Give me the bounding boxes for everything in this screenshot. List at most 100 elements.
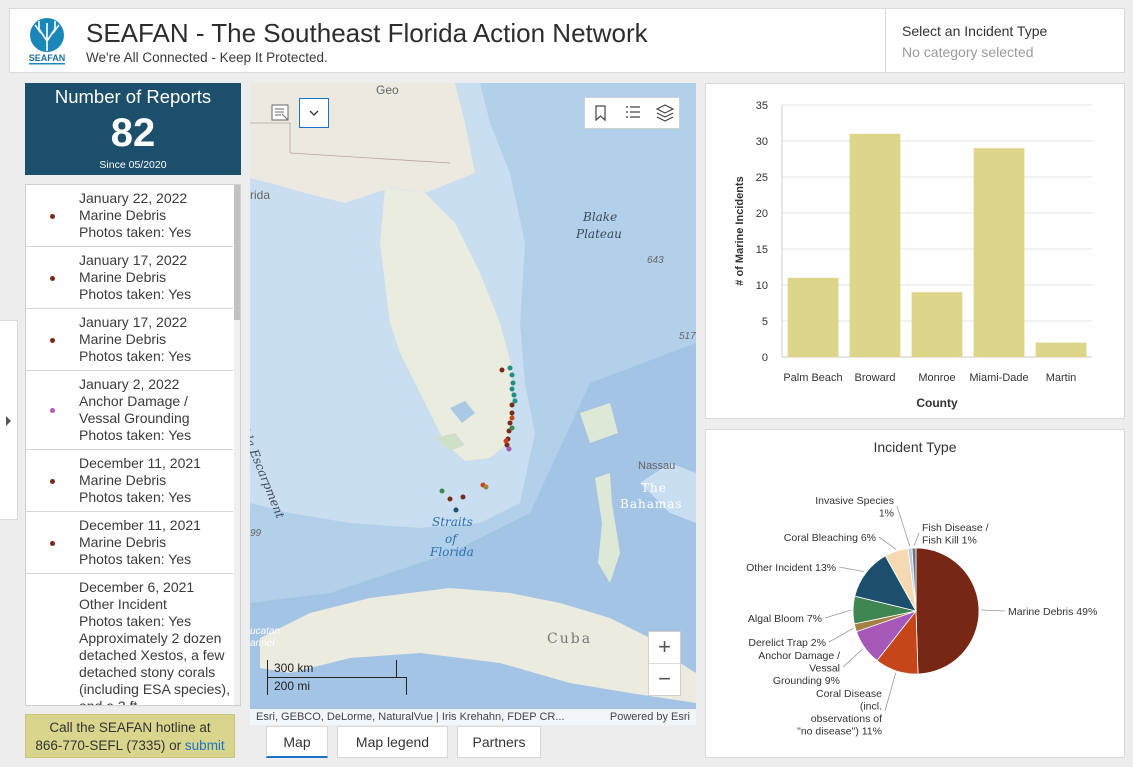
page-title: SEAFAN - The Southeast Florida Action Ne… xyxy=(86,18,648,48)
pie-leader-line xyxy=(828,627,854,643)
map-view[interactable]: Geo rida Blake Plateau 643 517 Florida E… xyxy=(250,83,696,725)
attribution-text[interactable]: Esri, GEBCO, DeLorme, NaturalVue | Iris … xyxy=(256,711,565,723)
report-photos: Photos taken: Yes xyxy=(79,613,192,629)
chevron-down-icon xyxy=(309,110,319,116)
selector-value: No category selected xyxy=(902,44,1034,60)
chevron-right-icon xyxy=(6,416,11,426)
y-tick-label: 25 xyxy=(756,172,768,184)
submit-link[interactable]: submit xyxy=(184,738,225,753)
map-label-of: of xyxy=(445,532,457,546)
list-item[interactable]: December 11, 2021 Marine Debris Photos t… xyxy=(26,512,233,574)
sidebar-expand-button[interactable] xyxy=(0,320,18,520)
pie-leader-line xyxy=(838,566,865,573)
list-scrollbar[interactable] xyxy=(234,185,240,705)
map-label-florida-straits: Florida xyxy=(430,545,474,559)
county-bar-chart: 0 5 10 15 20 25 30 35 Palm Beach Broward Monroe Mia… xyxy=(705,83,1125,419)
map-label-nassau: Nassau xyxy=(638,460,676,472)
list-item[interactable]: January 17, 2022 Marine Debris Photos ta… xyxy=(26,247,233,309)
incident-type-pie-chart: Incident Type Marine Debris 49% Coral Dis… xyxy=(705,429,1125,758)
y-tick-label: 0 xyxy=(762,352,768,364)
map-attribution: Esri, GEBCO, DeLorme, NaturalVue | Iris … xyxy=(250,709,696,725)
report-type: Marine Debris xyxy=(79,269,167,285)
tab-map[interactable]: Map xyxy=(266,726,328,758)
pie-label: Coral Disease (incl. observations of "no di… xyxy=(797,688,882,738)
zoom-controls: + − xyxy=(648,631,681,696)
marine-debris-dot-icon xyxy=(50,479,55,484)
pie-slice[interactable] xyxy=(915,547,980,675)
bar-monroe[interactable] xyxy=(911,292,963,357)
x-tick-label: Martin xyxy=(1046,372,1077,384)
x-tick-label: Monroe xyxy=(918,372,955,384)
pie-leader-line xyxy=(884,672,897,712)
x-axis-label: County xyxy=(916,396,958,410)
map-label-bahamas: Bahamas xyxy=(620,497,683,511)
hotline-line1: Call the SEAFAN hotline at xyxy=(49,720,211,735)
y-tick-label: 20 xyxy=(756,208,768,220)
map-label-straits: Straits xyxy=(432,515,473,529)
map-label-blake: Blake xyxy=(583,210,618,224)
pie-label: Marine Debris 49% xyxy=(1008,606,1097,618)
list-item[interactable]: January 2, 2022 Anchor Damage / Vessal G… xyxy=(26,371,233,450)
pie-label: Fish Disease / Fish Kill 1% xyxy=(922,522,989,547)
bookmark-icon[interactable] xyxy=(585,98,617,128)
y-tick-label: 35 xyxy=(756,100,768,112)
map-label-cuba: Cuba xyxy=(547,631,593,647)
y-tick-label: 5 xyxy=(762,316,768,328)
tab-map-legend[interactable]: Map legend xyxy=(337,726,448,758)
app-header: SEAFAN SEAFAN - The Southeast Florida Ac… xyxy=(9,8,1125,73)
map-label-the: The xyxy=(641,481,667,495)
report-date: January 17, 2022 xyxy=(79,314,188,330)
layers-icon[interactable] xyxy=(649,98,681,128)
indicator-subtitle: Since 05/2020 xyxy=(99,159,167,171)
report-date: December 11, 2021 xyxy=(79,517,201,533)
report-photos: Photos taken: Yes xyxy=(79,348,192,364)
incident-type-selector[interactable]: Select an Incident Type No category sele… xyxy=(885,9,1125,72)
list-item[interactable]: January 22, 2022 Marine Debris Photos ta… xyxy=(26,185,233,247)
map-label-channel: annel xyxy=(250,638,275,649)
report-date: January 2, 2022 xyxy=(79,376,180,392)
report-count-indicator: Number of Reports 82 Since 05/2020 xyxy=(25,83,241,175)
pie-chart-title: Incident Type xyxy=(873,439,957,455)
map-label-depth-517: 517 xyxy=(679,331,696,342)
list-item[interactable]: January 17, 2022 Marine Debris Photos ta… xyxy=(26,309,233,371)
tab-partners[interactable]: Partners xyxy=(457,726,541,758)
bar-martin[interactable] xyxy=(1035,342,1087,357)
bar-broward[interactable] xyxy=(849,133,901,357)
report-photos: Photos taken: Yes xyxy=(79,286,192,302)
y-tick-label: 30 xyxy=(756,136,768,148)
powered-by-esri[interactable]: Powered by Esri xyxy=(609,711,690,723)
hotline-line2: 866-770-SEFL (7335) or xyxy=(35,738,182,753)
zoom-out-button[interactable]: − xyxy=(658,666,671,691)
marine-debris-dot-icon xyxy=(50,541,55,546)
svg-text:SEAFAN: SEAFAN xyxy=(29,53,66,63)
bar-chart-svg: 0 5 10 15 20 25 30 35 Palm Beach Broward Monroe Mia… xyxy=(734,100,1092,410)
y-tick-label: 10 xyxy=(756,280,768,292)
list-item[interactable]: December 6, 2021 Other Incident Photos t… xyxy=(26,574,233,705)
report-date: December 11, 2021 xyxy=(79,455,201,471)
selector-label: Select an Incident Type xyxy=(902,23,1048,39)
legend-list-icon[interactable] xyxy=(617,98,649,128)
basemap-gallery-button[interactable] xyxy=(266,98,296,128)
marine-debris-dot-icon xyxy=(50,214,55,219)
report-date: January 17, 2022 xyxy=(79,252,188,268)
map-options-dropdown[interactable] xyxy=(299,98,329,128)
map-label-florida: rida xyxy=(250,188,271,202)
pie-slice[interactable] xyxy=(911,547,917,612)
anchor-damage-dot-icon xyxy=(50,408,55,413)
list-item[interactable]: December 11, 2021 Marine Debris Photos t… xyxy=(26,450,233,512)
report-type: Other Incident xyxy=(79,596,167,612)
bar-miami-dade[interactable] xyxy=(973,148,1025,357)
report-date: January 22, 2022 xyxy=(79,190,188,206)
scrollbar-thumb[interactable] xyxy=(234,185,240,320)
basemap-gallery-icon xyxy=(271,104,289,121)
zoom-in-button[interactable]: + xyxy=(649,632,680,664)
map-label-georgia: Geo xyxy=(376,83,399,97)
bar-palm-beach[interactable] xyxy=(787,277,839,357)
indicator-title: Number of Reports xyxy=(54,86,212,107)
marine-debris-dot-icon xyxy=(50,276,55,281)
report-list[interactable]: January 22, 2022 Marine Debris Photos ta… xyxy=(25,184,241,706)
report-type: Marine Debris xyxy=(79,472,167,488)
map-toolbar xyxy=(584,97,680,129)
map-label-yucatan: ucatan xyxy=(250,626,281,637)
report-photos: Photos taken: Yes xyxy=(79,551,192,567)
